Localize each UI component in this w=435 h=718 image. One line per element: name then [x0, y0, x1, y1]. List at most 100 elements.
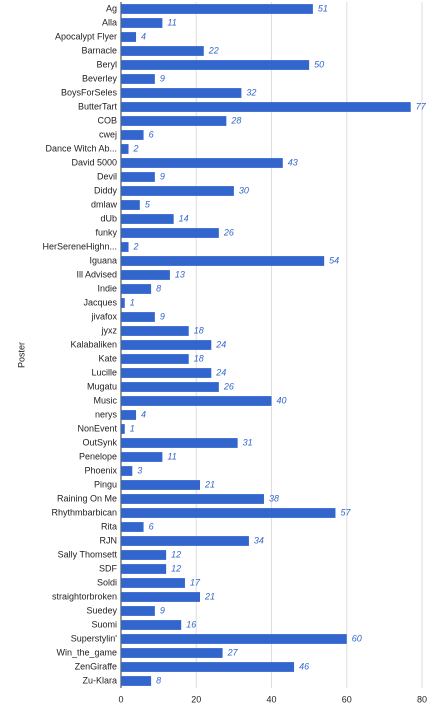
value-label: 4 [141, 409, 146, 419]
bar [121, 18, 163, 28]
value-label: 16 [186, 619, 196, 629]
y-tick-label: SDF [99, 563, 118, 573]
value-label: 14 [179, 213, 189, 223]
y-tick-label: Beryl [96, 59, 117, 69]
bar [121, 242, 129, 252]
bar [121, 620, 182, 630]
y-tick-label: Beverley [82, 73, 118, 83]
y-tick-label: HerSereneHighn... [42, 241, 117, 251]
y-tick-label: nerys [95, 409, 118, 419]
value-label: 50 [314, 59, 324, 69]
value-label: 8 [156, 283, 161, 293]
bar [121, 508, 336, 518]
y-tick-label: Mugatu [87, 381, 117, 391]
value-label: 22 [208, 45, 219, 55]
value-label: 46 [299, 661, 309, 671]
bar [121, 382, 219, 392]
bar [121, 634, 347, 644]
bar [121, 326, 189, 336]
y-tick-label: straightorbroken [52, 591, 117, 601]
bar [121, 130, 144, 140]
value-label: 13 [175, 269, 185, 279]
value-label: 38 [269, 493, 279, 503]
bar [121, 410, 137, 420]
y-tick-label: funky [95, 227, 117, 237]
bar [121, 578, 185, 588]
y-tick-label: ButterTart [78, 101, 118, 111]
value-label: 11 [167, 17, 176, 27]
value-label: 12 [171, 563, 181, 573]
y-tick-label: Sally Thomsett [58, 549, 118, 559]
y-tick-label: Win_the_game [56, 647, 117, 657]
value-label: 9 [160, 311, 165, 321]
y-tick-label: jivafox [90, 311, 117, 321]
value-label: 1 [130, 297, 135, 307]
y-tick-label: Raining On Me [57, 493, 117, 503]
value-label: 18 [194, 353, 204, 363]
y-tick-label: Rita [101, 521, 117, 531]
bar [121, 284, 152, 294]
bar [121, 144, 129, 154]
bar [121, 270, 170, 280]
bar [121, 550, 167, 560]
y-tick-label: Superstylin' [71, 633, 118, 643]
bar [121, 228, 219, 238]
bar [121, 480, 201, 490]
value-label: 2 [133, 241, 139, 251]
y-tick-label: Iguana [89, 255, 117, 265]
y-tick-label: Ill Advised [76, 269, 117, 279]
value-label: 24 [215, 339, 226, 349]
x-tick-label: 40 [266, 694, 276, 704]
bar [121, 396, 272, 406]
value-label: 26 [223, 381, 234, 391]
value-label: 9 [160, 171, 165, 181]
value-label: 43 [288, 157, 298, 167]
bar [121, 522, 144, 532]
y-tick-label: cwej [99, 129, 117, 139]
y-tick-label: Ag [106, 3, 117, 13]
y-tick-label: Devil [97, 171, 117, 181]
bar [121, 158, 283, 168]
y-tick-label: Alla [102, 17, 117, 27]
bar [121, 32, 137, 42]
bar [121, 340, 212, 350]
x-tick-label: 80 [417, 694, 427, 704]
y-tick-label: Zu-Klara [82, 675, 117, 685]
value-label: 60 [352, 633, 362, 643]
y-tick-label: David 5000 [71, 157, 117, 167]
x-tick-label: 0 [118, 694, 123, 704]
y-tick-label: Rhythmbarbican [51, 507, 117, 517]
y-tick-label: Suedey [86, 605, 117, 615]
value-label: 1 [130, 423, 135, 433]
bar [121, 4, 313, 14]
y-tick-label: COB [97, 115, 117, 125]
value-label: 6 [149, 521, 154, 531]
bar [121, 256, 325, 266]
bar [121, 116, 227, 126]
y-tick-label: Kate [98, 353, 117, 363]
y-tick-label: NonEvent [77, 423, 117, 433]
bar [121, 214, 174, 224]
bar [121, 172, 155, 182]
y-axis-title: Poster [16, 342, 26, 368]
value-label: 21 [204, 479, 215, 489]
y-tick-label: dmlaw [91, 199, 118, 209]
value-label: 21 [204, 591, 215, 601]
value-label: 12 [171, 549, 181, 559]
bar [121, 102, 411, 112]
bar [121, 200, 140, 210]
y-tick-label: dUb [100, 213, 117, 223]
bar [121, 88, 242, 98]
value-label: 4 [141, 31, 146, 41]
value-label: 18 [194, 325, 204, 335]
bar [121, 662, 295, 672]
bar [121, 74, 155, 84]
bar [121, 606, 155, 616]
bar [121, 424, 125, 434]
value-label: 11 [167, 451, 176, 461]
value-label: 3 [137, 465, 142, 475]
value-label: 54 [329, 255, 339, 265]
value-label: 6 [149, 129, 154, 139]
bar [121, 312, 155, 322]
y-tick-label: Diddy [94, 185, 118, 195]
